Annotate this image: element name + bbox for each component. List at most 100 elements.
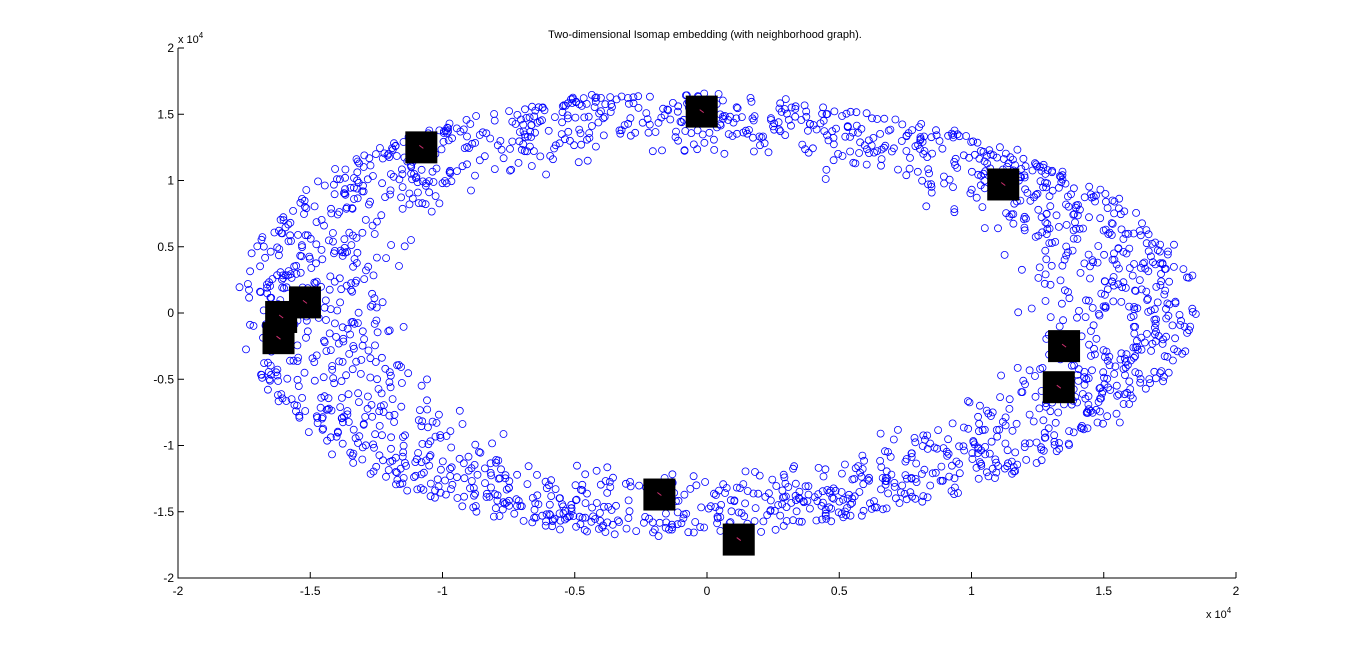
data-point [689,472,698,481]
data-point [399,322,408,331]
data-point [1084,296,1093,305]
data-point [737,509,746,517]
data-point [1111,362,1120,371]
data-point [1073,235,1082,243]
data-point [390,139,398,148]
data-point [1046,202,1055,211]
data-point [459,459,468,468]
data-point [335,357,344,366]
data-point [791,491,800,500]
data-point [962,132,970,140]
data-point [1019,376,1028,385]
data-point [466,120,475,128]
data-point [898,481,907,490]
data-point [513,111,522,119]
data-point [262,280,271,289]
data-point [1034,231,1043,240]
data-point [583,156,592,165]
data-point [1048,166,1056,175]
data-point [846,132,854,141]
data-point [1055,222,1063,231]
data-point [283,374,292,383]
data-point [533,491,542,500]
data-point [527,162,536,170]
data-point [734,508,743,517]
data-point [492,458,500,467]
y-tick-label: 0 [167,306,174,320]
data-point [851,159,860,168]
data-point [797,116,806,124]
data-point [856,138,864,147]
data-point [1122,249,1131,258]
data-point [1055,183,1063,192]
data-point [328,362,337,370]
data-point [294,353,303,362]
data-point [526,127,535,136]
data-point [323,436,332,445]
data-point [1035,263,1044,272]
data-point [877,485,885,494]
data-point [594,118,603,127]
data-point [506,144,514,153]
data-point [625,99,633,108]
data-point [817,501,826,510]
data-point [668,470,677,479]
data-point [507,165,516,174]
data-point [368,172,377,180]
data-point [263,283,272,292]
data-point [1042,230,1051,239]
x-multiplier-base: x 10 [1206,609,1227,621]
data-point [870,497,878,506]
y-tick-label: -2 [163,571,174,585]
data-point [328,229,337,237]
data-point [1104,383,1112,392]
data-point [523,132,532,141]
data-point [722,484,731,492]
data-point [1130,329,1139,338]
data-point [1032,438,1041,447]
data-point [334,428,342,437]
data-point [399,448,408,457]
data-point [1064,202,1073,211]
data-point [923,431,932,440]
data-point [359,420,368,429]
data-point [502,498,511,507]
data-point [453,494,462,502]
image-thumbnail [1048,330,1081,363]
data-point [955,132,964,141]
data-point [330,246,339,255]
data-point [1129,322,1138,331]
data-point [1147,252,1155,261]
data-point [1100,250,1108,259]
data-point [748,114,757,123]
data-point [733,129,741,138]
data-point [821,509,830,518]
data-point [597,107,605,116]
data-point [370,443,378,452]
data-point [926,439,935,448]
data-point [770,125,778,134]
data-point [1043,166,1052,175]
data-point [378,179,387,188]
data-point [1149,258,1157,267]
data-point [1115,264,1123,273]
data-point [549,515,557,524]
data-point [320,181,329,190]
data-point [1093,418,1102,427]
data-point [1025,410,1034,419]
data-point [489,512,498,521]
data-point [878,474,887,482]
data-point [1106,386,1115,394]
data-point [641,513,650,521]
data-point [877,155,886,164]
data-point [768,475,777,484]
data-point [870,148,878,157]
data-point [1160,290,1169,299]
data-point [975,427,983,436]
data-point [480,152,489,161]
data-point [267,370,276,379]
data-point [278,394,287,403]
data-point [247,249,256,258]
data-point [338,357,347,366]
data-point [1035,404,1044,413]
